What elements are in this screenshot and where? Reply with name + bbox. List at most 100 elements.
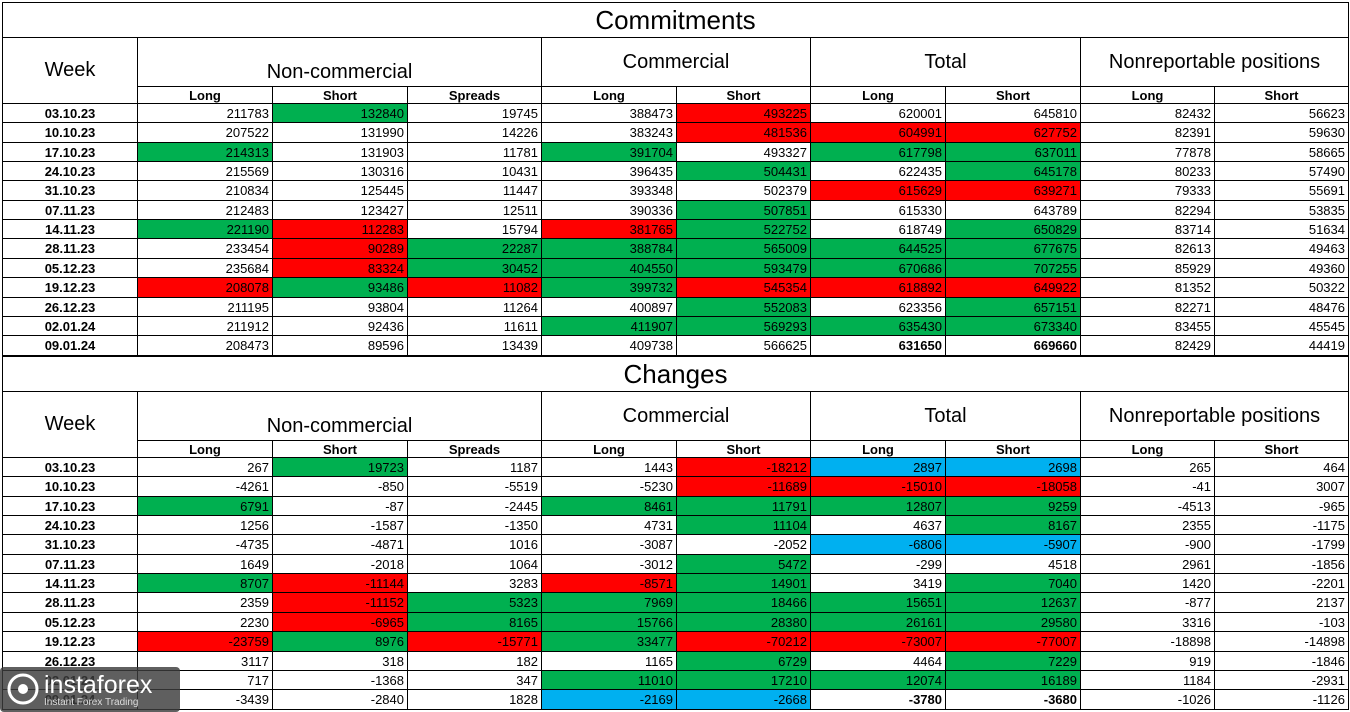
value-cell: -15771 bbox=[407, 631, 542, 652]
value-cell: 617798 bbox=[810, 142, 946, 162]
value-cell: 618749 bbox=[810, 219, 946, 239]
value-cell: -73007 bbox=[810, 631, 946, 652]
value-cell: -3087 bbox=[541, 534, 677, 555]
value-cell: 26161 bbox=[810, 612, 946, 632]
week-cell: 17.10.23 bbox=[2, 496, 138, 516]
value-cell: 507851 bbox=[676, 200, 811, 220]
value-cell: 89596 bbox=[272, 335, 408, 356]
value-cell: 11010 bbox=[541, 670, 677, 690]
value-cell: 569293 bbox=[676, 316, 811, 336]
value-cell: 211195 bbox=[137, 297, 273, 317]
column-header: Long bbox=[1080, 440, 1215, 458]
value-cell: -1368 bbox=[272, 670, 408, 690]
value-cell: 1064 bbox=[407, 554, 542, 574]
value-cell: 1187 bbox=[407, 457, 542, 477]
value-cell: 14901 bbox=[676, 573, 811, 593]
column-header: Short bbox=[1214, 440, 1349, 458]
value-cell: -3012 bbox=[541, 554, 677, 574]
value-cell: -5907 bbox=[945, 534, 1081, 555]
value-cell: 645810 bbox=[945, 103, 1081, 123]
value-cell: 215569 bbox=[137, 161, 273, 181]
value-cell: 83324 bbox=[272, 258, 408, 278]
value-cell: 8461 bbox=[541, 496, 677, 516]
value-cell: 12807 bbox=[810, 496, 946, 516]
value-cell: -70212 bbox=[676, 631, 811, 652]
value-cell: 2137 bbox=[1214, 592, 1349, 613]
value-cell: 502379 bbox=[676, 180, 811, 201]
group-header: Commercial bbox=[541, 37, 811, 87]
value-cell: 643789 bbox=[945, 200, 1081, 220]
value-cell: -103 bbox=[1214, 612, 1349, 632]
value-cell: 211783 bbox=[137, 103, 273, 123]
value-cell: 53835 bbox=[1214, 200, 1349, 220]
value-cell: 14226 bbox=[407, 122, 542, 143]
value-cell: 919 bbox=[1080, 651, 1215, 671]
week-cell: 26.12.23 bbox=[2, 297, 138, 317]
week-cell: 19.12.23 bbox=[2, 631, 138, 652]
value-cell: 49463 bbox=[1214, 238, 1349, 259]
value-cell: -2840 bbox=[272, 689, 408, 710]
value-cell: 481536 bbox=[676, 122, 811, 143]
value-cell: -11689 bbox=[676, 476, 811, 497]
value-cell: 404550 bbox=[541, 258, 677, 278]
value-cell: 44419 bbox=[1214, 335, 1349, 356]
value-cell: 411907 bbox=[541, 316, 677, 336]
week-cell: 10.10.23 bbox=[2, 476, 138, 497]
value-cell: 649922 bbox=[945, 277, 1081, 298]
value-cell: 1184 bbox=[1080, 670, 1215, 690]
value-cell: 3419 bbox=[810, 573, 946, 593]
value-cell: -87 bbox=[272, 496, 408, 516]
column-header: Long bbox=[137, 86, 273, 104]
value-cell: 221190 bbox=[137, 219, 273, 239]
value-cell: 51634 bbox=[1214, 219, 1349, 239]
value-cell: 644525 bbox=[810, 238, 946, 259]
value-cell: 552083 bbox=[676, 297, 811, 317]
week-cell: 03.10.23 bbox=[2, 457, 138, 477]
value-cell: 347 bbox=[407, 670, 542, 690]
value-cell: -1846 bbox=[1214, 651, 1349, 671]
value-cell: 29580 bbox=[945, 612, 1081, 632]
value-cell: -4735 bbox=[137, 534, 273, 555]
value-cell: 208078 bbox=[137, 277, 273, 298]
value-cell: 15766 bbox=[541, 612, 677, 632]
value-cell: 19745 bbox=[407, 103, 542, 123]
value-cell: 7229 bbox=[945, 651, 1081, 671]
value-cell: 565009 bbox=[676, 238, 811, 259]
value-cell: 49360 bbox=[1214, 258, 1349, 278]
value-cell: 12074 bbox=[810, 670, 946, 690]
value-cell: 1256 bbox=[137, 515, 273, 535]
value-cell: 399732 bbox=[541, 277, 677, 298]
value-cell: 267 bbox=[137, 457, 273, 477]
value-cell: 214313 bbox=[137, 142, 273, 162]
column-header: Short bbox=[945, 86, 1081, 104]
value-cell: 30452 bbox=[407, 258, 542, 278]
value-cell: 45545 bbox=[1214, 316, 1349, 336]
value-cell: 650829 bbox=[945, 219, 1081, 239]
section-title: Commitments bbox=[2, 2, 1349, 38]
value-cell: 57490 bbox=[1214, 161, 1349, 181]
value-cell: -965 bbox=[1214, 496, 1349, 516]
group-header: Non-commercial bbox=[137, 37, 542, 87]
logo-name: instaforex bbox=[44, 671, 153, 699]
column-header: Short bbox=[272, 440, 408, 458]
value-cell: 627752 bbox=[945, 122, 1081, 143]
week-header: Week bbox=[2, 391, 138, 458]
value-cell: 464 bbox=[1214, 457, 1349, 477]
value-cell: 2698 bbox=[945, 457, 1081, 477]
value-cell: 8707 bbox=[137, 573, 273, 593]
value-cell: 4731 bbox=[541, 515, 677, 535]
value-cell: -877 bbox=[1080, 592, 1215, 613]
value-cell: -1856 bbox=[1214, 554, 1349, 574]
value-cell: -18058 bbox=[945, 476, 1081, 497]
value-cell: 82271 bbox=[1080, 297, 1215, 317]
value-cell: 7969 bbox=[541, 592, 677, 613]
value-cell: 1828 bbox=[407, 689, 542, 710]
value-cell: -6965 bbox=[272, 612, 408, 632]
value-cell: 5472 bbox=[676, 554, 811, 574]
value-cell: 4637 bbox=[810, 515, 946, 535]
week-cell: 10.10.23 bbox=[2, 122, 138, 143]
value-cell: 707255 bbox=[945, 258, 1081, 278]
value-cell: -4513 bbox=[1080, 496, 1215, 516]
value-cell: -41 bbox=[1080, 476, 1215, 497]
value-cell: 82432 bbox=[1080, 103, 1215, 123]
